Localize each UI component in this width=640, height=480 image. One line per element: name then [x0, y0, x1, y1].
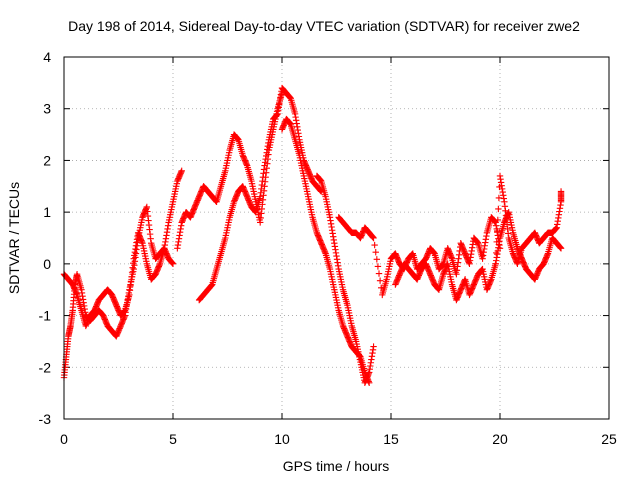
data-point — [493, 238, 500, 246]
series-9 — [492, 172, 565, 268]
data-point — [169, 260, 177, 268]
y-tick-label: -3 — [39, 411, 52, 427]
y-axis-label: SDTVAR / TECUs — [6, 182, 22, 294]
y-tick-label: 0 — [43, 256, 51, 272]
data-point — [377, 284, 385, 291]
series-4 — [195, 84, 325, 304]
x-tick-label: 25 — [601, 431, 617, 447]
x-tick-label: 15 — [383, 431, 399, 447]
x-tick-label: 20 — [492, 431, 508, 447]
plot-frame — [63, 56, 610, 420]
x-tick-label: 5 — [169, 431, 177, 447]
data-point — [371, 241, 378, 249]
data-point — [373, 256, 381, 263]
data-point — [372, 249, 379, 256]
series-6 — [313, 172, 377, 386]
y-tick-label: 2 — [43, 152, 51, 168]
y-tick-label: 3 — [43, 101, 51, 117]
data-point — [376, 277, 384, 284]
y-tick-label: 1 — [43, 204, 51, 220]
data-point — [494, 216, 502, 224]
x-tick-label: 0 — [60, 431, 68, 447]
data-point — [374, 263, 382, 270]
data-point — [494, 227, 501, 235]
data-point — [557, 188, 565, 195]
chart-title: Day 198 of 2014, Sidereal Day-to-day VTE… — [68, 18, 580, 34]
series-2 — [60, 167, 185, 330]
series-5 — [278, 115, 373, 386]
data-point — [495, 194, 503, 202]
y-tick-label: 4 — [43, 49, 51, 65]
data-point — [492, 260, 499, 268]
data-point — [495, 205, 502, 213]
series-8 — [392, 208, 565, 304]
y-tick-label: -2 — [39, 359, 52, 375]
y-tick-label: -1 — [39, 308, 52, 324]
data-point — [370, 343, 377, 350]
data-point — [557, 245, 565, 252]
x-tick-label: 10 — [274, 431, 290, 447]
x-axis-label: GPS time / hours — [283, 458, 390, 474]
data-point — [370, 234, 377, 242]
data-point — [178, 167, 185, 174]
axes: 0 5 10 15 20 25 -3 -2 -1 0 1 2 3 4 — [39, 49, 617, 447]
data-point — [492, 249, 500, 257]
data-point — [375, 270, 383, 277]
grid-lines — [64, 57, 609, 419]
data-points — [60, 84, 565, 386]
series-7 — [335, 214, 504, 299]
